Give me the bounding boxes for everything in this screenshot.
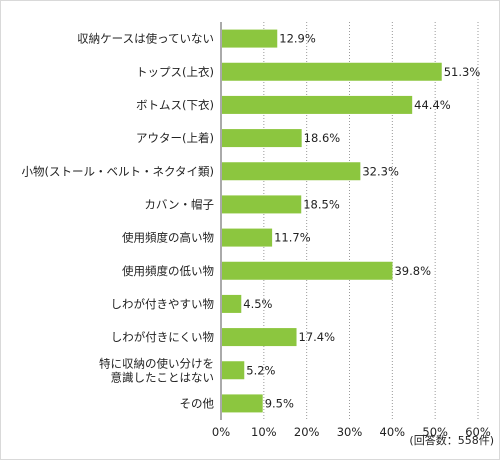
bar [222, 62, 442, 81]
grid-lines [220, 22, 479, 420]
value-label: 17.4% [299, 330, 336, 344]
bars [222, 29, 442, 413]
category-label: 使用頻度の低い物 [122, 264, 214, 278]
category-label: アウター(上着) [136, 131, 214, 145]
bar [222, 228, 273, 247]
value-label: 4.5% [243, 297, 272, 311]
bar [222, 162, 361, 181]
bar [222, 95, 413, 114]
x-tick-label: 10% [251, 425, 277, 439]
bar [222, 394, 263, 413]
category-label: トップス(上衣) [136, 65, 214, 79]
x-tick-label: 50% [422, 425, 448, 439]
value-label: 9.5% [265, 396, 294, 410]
bar [222, 294, 242, 313]
value-label: 18.6% [304, 131, 341, 145]
value-label: 18.5% [303, 197, 340, 211]
value-label: 51.3% [444, 65, 481, 79]
bar [222, 361, 245, 380]
value-labels: 12.9% 51.3% 44.4% 18.6% 32.3% 18.5% 11.7% 39.8%… [243, 32, 480, 411]
category-label: 収納ケースは使っていない [77, 32, 214, 46]
bar [222, 328, 297, 347]
x-tick-label: 20% [294, 425, 320, 439]
response-count-note: (回答数：558件) [409, 433, 494, 447]
category-label: しわが付きにくい物 [111, 330, 214, 344]
bar [222, 29, 278, 48]
value-label: 44.4% [414, 98, 451, 112]
category-label: カバン・帽子 [144, 197, 214, 211]
category-label: ボトムス(下衣) [136, 98, 214, 112]
category-label: 使用頻度の高い物 [122, 231, 214, 245]
bar [222, 261, 393, 280]
value-label: 32.3% [362, 164, 399, 178]
category-label: 小物(ストール・ベルト・ネクタイ類) [21, 164, 214, 178]
bar [222, 195, 302, 214]
x-tick-label: 30% [337, 425, 363, 439]
category-label-line: 意識したことはない [111, 370, 215, 384]
x-axis-tick-labels: 0% 10% 20% 30% 40% 50% 60% [212, 425, 491, 439]
x-tick-label: 60% [465, 425, 491, 439]
category-label: 特に収納の使い分けを意識したことはない [99, 356, 214, 384]
category-label-line: 特に収納の使い分けを [99, 356, 214, 370]
category-label: その他 [180, 396, 215, 410]
bar [222, 129, 302, 148]
x-tick-label: 0% [212, 425, 230, 439]
value-label: 12.9% [279, 32, 316, 46]
value-label: 11.7% [274, 231, 311, 245]
x-tick-label: 40% [380, 425, 406, 439]
value-label: 5.2% [246, 363, 275, 377]
category-label: しわが付きやすい物 [111, 297, 215, 311]
value-label: 39.8% [394, 264, 431, 278]
